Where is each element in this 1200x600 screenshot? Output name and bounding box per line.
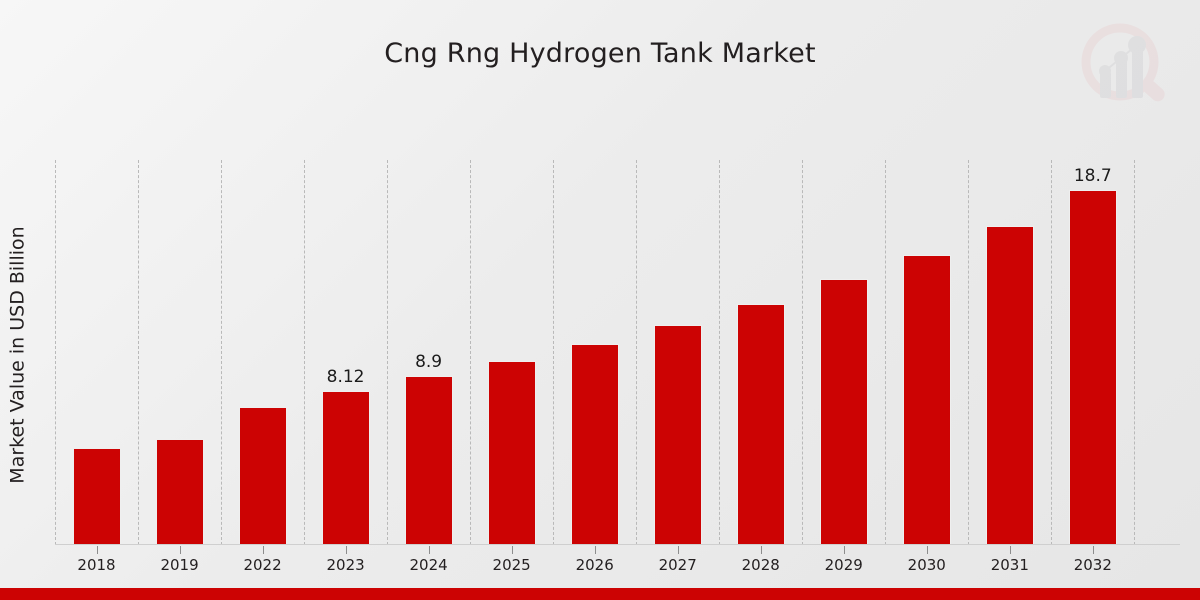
bar-value-label-2032: 18.7: [1073, 166, 1112, 186]
x-tick-2031: [1009, 546, 1011, 554]
bar-slot: 8.9: [387, 160, 470, 545]
bar-2018[interactable]: [72, 448, 121, 545]
bar-2030[interactable]: [902, 255, 951, 545]
gridline: [221, 160, 223, 545]
y-axis-title: Market Value in USD Billion: [2, 170, 34, 540]
bar-slot: [55, 160, 138, 545]
bar-2031[interactable]: [985, 226, 1034, 545]
bar-2027[interactable]: [653, 325, 702, 545]
x-tick-2025: [511, 546, 513, 554]
bar-slot: [636, 160, 719, 545]
x-axis-label-2031: 2031: [990, 556, 1029, 574]
gridline: [968, 160, 970, 545]
gridline: [1051, 160, 1053, 545]
bar-2026[interactable]: [570, 344, 619, 545]
x-tick-2018: [96, 546, 98, 554]
bar-2022[interactable]: [238, 407, 287, 545]
x-tick-2027: [677, 546, 679, 554]
gridline: [470, 160, 472, 545]
x-axis-label-2032: 2032: [1073, 556, 1112, 574]
gridline: [1134, 160, 1136, 545]
plot-area: 8.12 8.9 18.7: [55, 160, 1180, 545]
x-axis-label-2027: 2027: [658, 556, 697, 574]
x-tick-2026: [594, 546, 596, 554]
gridline: [553, 160, 555, 545]
gridline: [885, 160, 887, 545]
bar-slot: [802, 160, 885, 545]
page-title: Cng Rng Hydrogen Tank Market: [384, 38, 816, 69]
bar-slot: [719, 160, 802, 545]
bar-slot: [470, 160, 553, 545]
gridline: [387, 160, 389, 545]
gridline: [802, 160, 804, 545]
x-tick-2024: [428, 546, 430, 554]
x-tick-2030: [926, 546, 928, 554]
x-axis-label-2025: 2025: [492, 556, 531, 574]
x-axis-label-2018: 2018: [77, 556, 116, 574]
gridline: [138, 160, 140, 545]
bar-slot: [968, 160, 1051, 545]
x-axis-label-2019: 2019: [160, 556, 199, 574]
bar-2032[interactable]: [1068, 190, 1117, 545]
x-axis-label-2022: 2022: [243, 556, 282, 574]
bar-slot: 18.7: [1051, 160, 1134, 545]
bar-2025[interactable]: [487, 361, 536, 545]
gridline: [55, 160, 56, 545]
x-axis-label-2028: 2028: [741, 556, 780, 574]
gridline: [636, 160, 638, 545]
x-axis-label-2026: 2026: [575, 556, 614, 574]
x-axis-label-2023: 2023: [326, 556, 365, 574]
bar-slot: [138, 160, 221, 545]
bar-slot: [885, 160, 968, 545]
axis-baseline: [55, 544, 1180, 545]
x-axis-label-2029: 2029: [824, 556, 863, 574]
x-tick-2023: [345, 546, 347, 554]
bar-2024[interactable]: [404, 376, 453, 545]
bar-slot: 8.12: [304, 160, 387, 545]
bar-2019[interactable]: [155, 439, 204, 545]
x-tick-2019: [179, 546, 181, 554]
footer-accent-bar: [0, 588, 1200, 600]
bar-2029[interactable]: [819, 279, 868, 545]
gridline: [719, 160, 721, 545]
y-axis-title-text: Market Value in USD Billion: [7, 226, 30, 484]
bar-value-label-2023: 8.12: [326, 367, 365, 387]
x-tick-2029: [843, 546, 845, 554]
x-tick-2032: [1092, 546, 1094, 554]
bar-slot: [553, 160, 636, 545]
x-axis-label-2030: 2030: [907, 556, 946, 574]
x-axis-label-2024: 2024: [409, 556, 448, 574]
bar-slot: [221, 160, 304, 545]
bar-2023[interactable]: [321, 391, 370, 545]
bar-value-label-2024: 8.9: [415, 352, 443, 372]
x-tick-2022: [262, 546, 264, 554]
market-research-magnifier-logo: [1070, 14, 1178, 122]
gridline: [304, 160, 306, 545]
bar-2028[interactable]: [736, 304, 785, 545]
x-tick-2028: [760, 546, 762, 554]
